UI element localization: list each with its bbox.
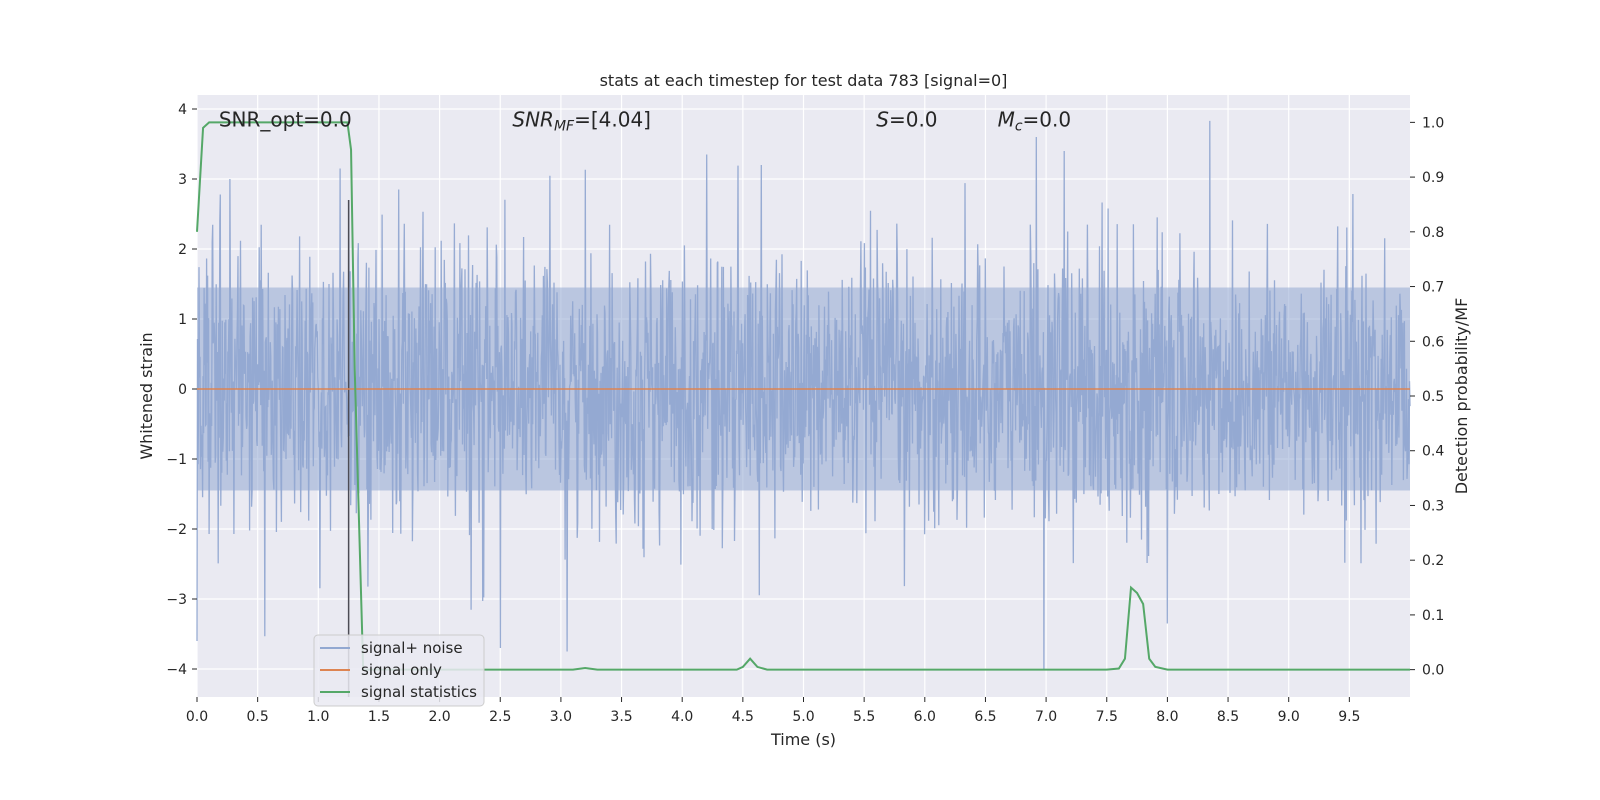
y2-tick-label: 0.3	[1422, 498, 1444, 514]
x-tick-label: 5.5	[853, 709, 875, 725]
x-tick-label: 7.5	[1096, 709, 1118, 725]
y2-tick-label: 0.9	[1422, 170, 1444, 186]
y-tick-label: −1	[166, 452, 187, 468]
annotation-snr-opt: SNR_opt=0.0	[219, 108, 352, 132]
x-tick-label: 4.5	[732, 709, 754, 725]
x-tick-label: 2.0	[428, 709, 450, 725]
series-lines	[196, 121, 1410, 697]
signal-statistics-line	[196, 121, 1410, 671]
y-tick-label: −2	[166, 522, 187, 538]
y2-tick-label: 0.8	[1422, 225, 1444, 241]
legend-label: signal only	[361, 661, 442, 679]
y-tick-label: 0	[178, 382, 187, 398]
x-tick-label: 4.0	[671, 709, 693, 725]
x-tick-label: 8.5	[1217, 709, 1239, 725]
y-tick-label: 4	[178, 102, 187, 118]
y2-tick-label: 0.2	[1422, 553, 1444, 569]
y-tick-label: 2	[178, 242, 187, 258]
y2-tick-label: 0.6	[1422, 334, 1444, 350]
x-tick-label: 7.0	[1035, 709, 1057, 725]
x-tick-label: 1.5	[368, 709, 390, 725]
y-tick-label: −3	[166, 592, 187, 608]
y2-tick-label: 0.7	[1422, 280, 1444, 296]
x-tick-label: 3.5	[610, 709, 632, 725]
y2-tick-label: 0.1	[1422, 608, 1444, 624]
x-tick-label: 9.5	[1338, 709, 1360, 725]
y2-tick-label: 1.0	[1422, 115, 1444, 131]
x-tick-label: 0.5	[247, 709, 269, 725]
y2-tick-label: 0.4	[1422, 444, 1444, 460]
x-tick-label: 8.0	[1156, 709, 1178, 725]
annotations: SNR_opt=0.0 SNRMF=[4.04] S=0.0 Mc=0.0	[219, 108, 1071, 135]
legend-label: signal statistics	[361, 683, 477, 701]
legend-box	[313, 634, 485, 707]
legend: signal+ noise signal only signal statistic…	[313, 634, 485, 707]
x-tick-label: 5.0	[792, 709, 814, 725]
x-tick-label: 0.0	[186, 709, 208, 725]
annotation-snr-mf: SNRMF=[4.04]	[512, 108, 651, 135]
x-tick-label: 2.5	[489, 709, 511, 725]
y2-axis-label: Detection probability/MF	[1452, 298, 1471, 495]
x-tick-label: 6.5	[974, 709, 996, 725]
chart-title: stats at each timestep for test data 783…	[600, 71, 1008, 90]
y-tick-label: −4	[166, 662, 187, 678]
annotation-s-val: S=0.0	[876, 108, 937, 132]
y2-tick-label: 0.0	[1422, 663, 1444, 679]
x-axis-label: Time (s)	[770, 730, 836, 749]
x-tick-label: 3.0	[550, 709, 572, 725]
x-tick-label: 9.0	[1278, 709, 1300, 725]
y-tick-label: 1	[178, 312, 187, 328]
legend-label: signal+ noise	[361, 639, 463, 657]
x-tick-label: 1.0	[307, 709, 329, 725]
y-tick-label: 3	[178, 172, 187, 188]
axes: 0.0 0.5 1.0 1.5 2.0 2.5 3.0 3.5 4.0 4.5 5.0 5.5 6.0 6…	[166, 102, 1444, 725]
y-axis-label: Whitened strain	[137, 332, 156, 459]
annotation-mc-val: Mc=0.0	[998, 108, 1072, 135]
y2-tick-label: 0.5	[1422, 389, 1444, 405]
x-tick-label: 6.0	[914, 709, 936, 725]
